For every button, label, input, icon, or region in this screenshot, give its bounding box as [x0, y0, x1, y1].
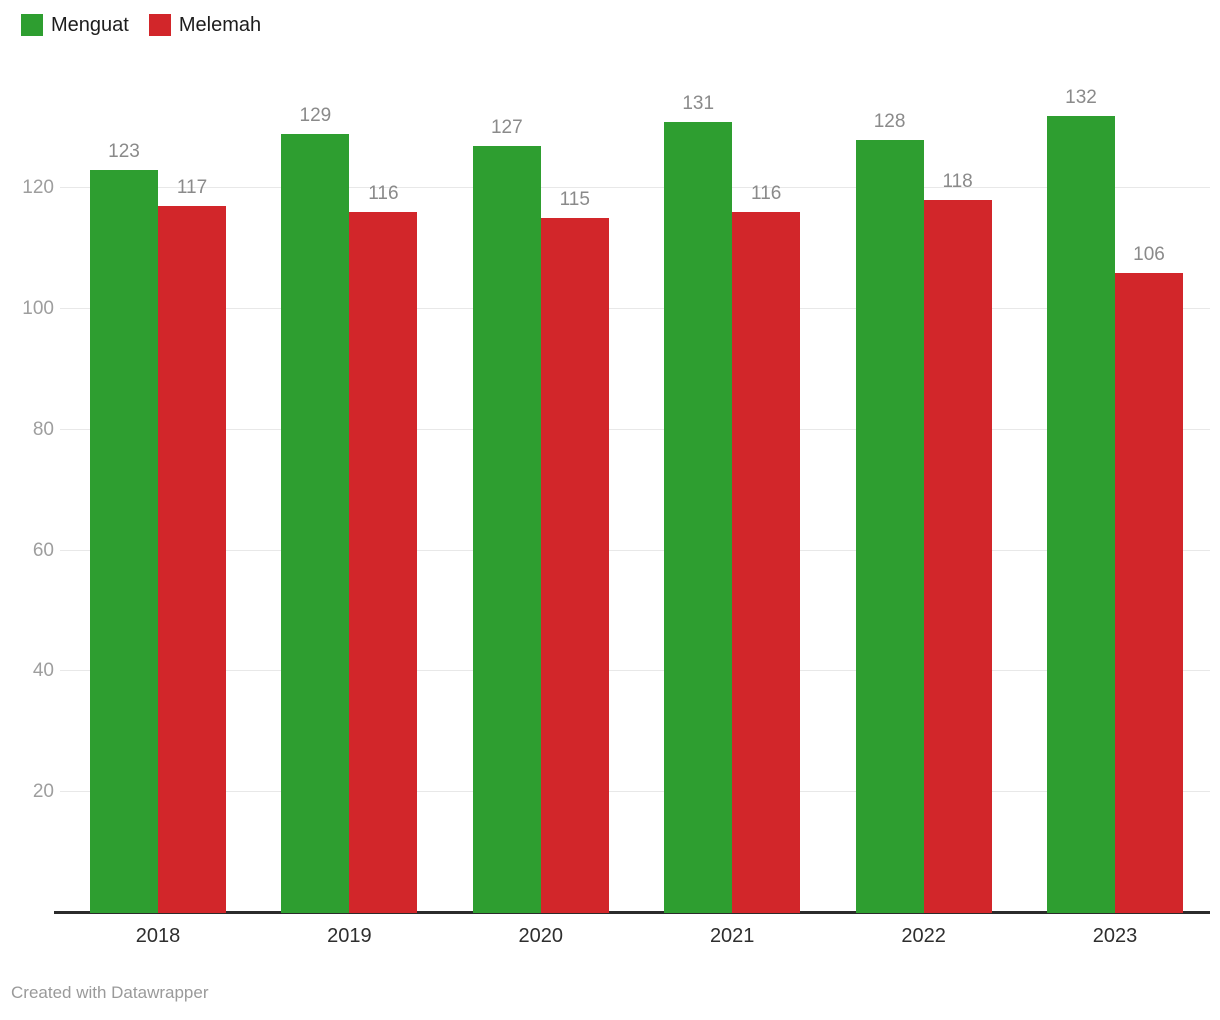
- bar-melemah-2021: [732, 212, 801, 913]
- x-axis-label-2019: 2019: [327, 925, 372, 947]
- x-axis-label-2020: 2020: [518, 925, 564, 947]
- bar-menguat-2019: [281, 133, 350, 913]
- value-label-menguat-2023: 132: [1065, 86, 1097, 108]
- bar-melemah-2018: [158, 206, 226, 913]
- value-label-melemah-2018: 117: [176, 177, 208, 199]
- y-tick-label-20: 20: [32, 781, 54, 803]
- bar-melemah-2023: [1115, 272, 1183, 913]
- x-axis-label-2022: 2022: [901, 925, 946, 947]
- bar-menguat-2020: [472, 145, 541, 913]
- gridline-60: [60, 549, 1210, 551]
- y-tick-label-40: 40: [32, 660, 54, 682]
- bar-melemah-2020: [540, 218, 609, 913]
- value-label-melemah-2020: 115: [559, 189, 590, 211]
- attribution-credit: Created with Datawrapper: [11, 983, 209, 1002]
- gridline-20: [60, 791, 1210, 793]
- value-label-melemah-2023: 106: [1133, 243, 1165, 265]
- gridline-100: [60, 307, 1210, 309]
- gridline-120: [60, 187, 1210, 188]
- bar-melemah-2022: [923, 200, 992, 913]
- legend-item-melemah: Melemah: [148, 14, 262, 36]
- bar-menguat-2023: [1047, 115, 1115, 913]
- value-label-melemah-2019: 116: [368, 183, 399, 205]
- value-label-menguat-2018: 123: [108, 140, 140, 162]
- bar-menguat-2022: [855, 139, 924, 913]
- x-axis-label-2023: 2023: [1092, 925, 1138, 947]
- gridline-40: [60, 670, 1210, 672]
- gridline-80: [60, 428, 1210, 430]
- value-label-melemah-2022: 118: [942, 171, 973, 193]
- legend-swatch-melemah: [148, 14, 171, 36]
- legend-item-menguat: Menguat: [21, 14, 129, 36]
- y-tick-label-80: 80: [32, 418, 54, 440]
- value-label-menguat-2019: 129: [299, 104, 332, 126]
- x-axis-label-2018: 2018: [135, 925, 181, 947]
- value-label-menguat-2022: 128: [873, 110, 906, 132]
- value-label-menguat-2021: 131: [682, 92, 715, 114]
- bar-melemah-2019: [349, 212, 418, 913]
- y-tick-label-60: 60: [32, 539, 54, 561]
- plot-area: 20 40 60 80 100 120 123 117 2018 129 116 2019 127 115…: [22, 60, 1210, 947]
- y-tick-label-120: 120: [22, 177, 54, 198]
- value-label-menguat-2020: 127: [490, 116, 523, 138]
- bar-menguat-2021: [664, 121, 733, 913]
- value-label-melemah-2021: 116: [751, 183, 782, 205]
- bar-menguat-2018: [90, 169, 158, 913]
- legend-swatch-menguat: [21, 14, 43, 36]
- y-tick-label-100: 100: [22, 297, 54, 319]
- x-axis-label-2021: 2021: [709, 925, 755, 947]
- legend-label-melemah: Melemah: [178, 14, 262, 36]
- legend-label-menguat: Menguat: [51, 14, 129, 36]
- x-axis-baseline: [54, 911, 1210, 914]
- legend: Menguat Melemah: [21, 14, 281, 36]
